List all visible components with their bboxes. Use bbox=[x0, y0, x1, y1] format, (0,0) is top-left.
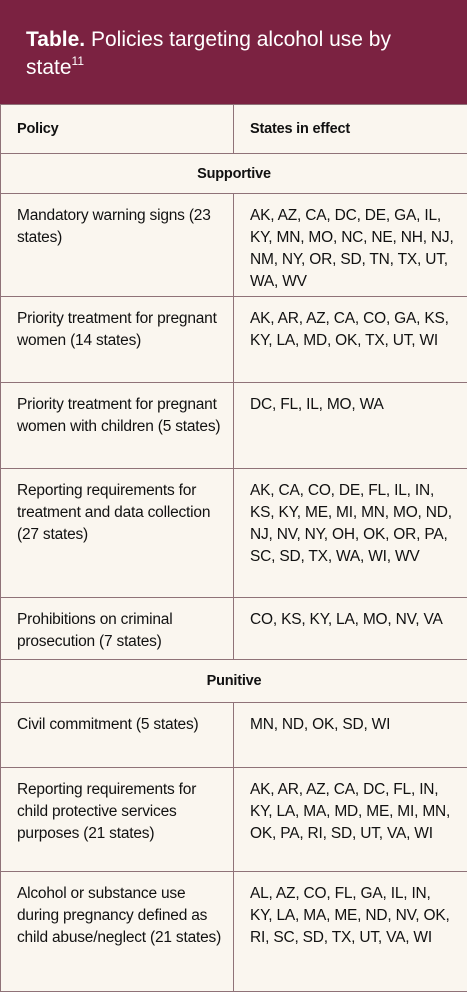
header: Table. Policies targeting alcohol use by… bbox=[0, 0, 467, 104]
states: AK, AR, AZ, CA, CO, GA, KS, KY, LA, MD, … bbox=[234, 297, 467, 383]
states: MN, ND, OK, SD, WI bbox=[234, 703, 467, 768]
states: AL, AZ, CO, FL, GA, IL, IN, KY, LA, MA, … bbox=[234, 872, 467, 992]
policy: Mandatory warning signs (23 states) bbox=[1, 194, 234, 297]
policy: Prohibitions on criminal prosecution (7 … bbox=[1, 598, 234, 660]
column-header: States in effect bbox=[234, 105, 467, 154]
states: CO, KS, KY, LA, MO, NV, VA bbox=[234, 598, 467, 660]
policy-row: Civil commitment (5 states)MN, ND, OK, S… bbox=[1, 703, 467, 768]
policy-row: Reporting requirements for treatment and… bbox=[1, 469, 467, 598]
policy-row: Alcohol or substance use during pregnanc… bbox=[1, 872, 467, 992]
section-row: Supportive bbox=[1, 154, 467, 194]
policy: Alcohol or substance use during pregnanc… bbox=[1, 872, 234, 992]
footnote: 11 bbox=[72, 54, 84, 68]
policy-row: Priority treatment for pregnant women (1… bbox=[1, 297, 467, 383]
policy: Priority treatment for pregnant women (1… bbox=[1, 297, 234, 383]
policy: Priority treatment for pregnant women wi… bbox=[1, 383, 234, 469]
column-header: Policy bbox=[1, 105, 234, 154]
policy-row: Priority treatment for pregnant women wi… bbox=[1, 383, 467, 469]
states: AK, AZ, CA, DC, DE, GA, IL, KY, MN, MO, … bbox=[234, 194, 467, 297]
policy: Reporting requirements for child protect… bbox=[1, 768, 234, 872]
table-label: Table. bbox=[26, 28, 85, 51]
section-row: Punitive bbox=[1, 660, 467, 703]
policy-row: Reporting requirements for child protect… bbox=[1, 768, 467, 872]
policy-row: Mandatory warning signs (23 states)AK, A… bbox=[1, 194, 467, 297]
policy: Reporting requirements for treatment and… bbox=[1, 469, 234, 598]
policy-row: Prohibitions on criminal prosecution (7 … bbox=[1, 598, 467, 660]
section-label: Supportive bbox=[1, 154, 467, 194]
states: DC, FL, IL, MO, WA bbox=[234, 383, 467, 469]
states: AK, CA, CO, DE, FL, IL, IN, KS, KY, ME, … bbox=[234, 469, 467, 598]
policy: Civil commitment (5 states) bbox=[1, 703, 234, 768]
section-label: Punitive bbox=[1, 660, 467, 703]
states: AK, AR, AZ, CA, DC, FL, IN, KY, LA, MA, … bbox=[234, 768, 467, 872]
